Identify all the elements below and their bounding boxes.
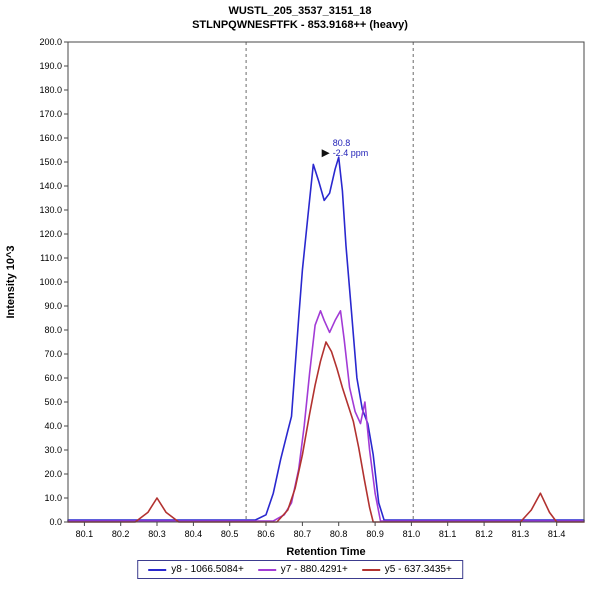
y-tick-label: 140.0 xyxy=(39,181,62,191)
y-tick-label: 190.0 xyxy=(39,61,62,71)
peak-pointer-icon xyxy=(321,149,330,158)
x-axis-label: Retention Time xyxy=(286,546,365,558)
y-tick-label: 10.0 xyxy=(44,493,62,503)
y-axis-label: Intensity 10^3 xyxy=(5,245,17,318)
chart-subtitle: STLNPQWNESFTFK - 853.9168++ (heavy) xyxy=(192,19,408,31)
peak-rt-annotation: 80.8 xyxy=(333,138,351,148)
y-tick-label: 50.0 xyxy=(44,397,62,407)
x-tick-label: 81.3 xyxy=(512,529,530,539)
legend-label: y5 - 637.3435+ xyxy=(384,564,452,575)
legend-item-1: y7 - 880.4291+ xyxy=(257,564,348,575)
y-tick-label: 130.0 xyxy=(39,205,62,215)
x-tick-label: 80.4 xyxy=(185,529,203,539)
y-tick-label: 170.0 xyxy=(39,109,62,119)
y-tick-label: 20.0 xyxy=(44,469,62,479)
y-tick-label: 200.0 xyxy=(39,37,62,47)
y-tick-label: 90.0 xyxy=(44,301,62,311)
chromatogram-plot[interactable]: 0.0 10.0 20.0 30.0 40.0 50.0 60.0 70.0 80.0 90.0 1… xyxy=(0,0,600,558)
legend-line-icon xyxy=(257,568,276,571)
plot-border xyxy=(67,41,585,523)
x-tick-label: 80.7 xyxy=(294,529,312,539)
y-tick-label: 60.0 xyxy=(44,373,62,383)
x-tick-label: 81.0 xyxy=(403,529,421,539)
y-tick-label: 180.0 xyxy=(39,85,62,95)
x-tick-label: 80.2 xyxy=(112,529,130,539)
y-tick-label: 0.0 xyxy=(49,517,62,527)
legend: y8 - 1066.5084+ y7 - 880.4291+ y5 - 637.34… xyxy=(137,560,463,579)
y-tick-label: 150.0 xyxy=(39,157,62,167)
y-tick-label: 30.0 xyxy=(44,445,62,455)
x-tick-label: 81.4 xyxy=(548,529,566,539)
x-tick-label: 80.6 xyxy=(257,529,275,539)
y-tick-label: 100.0 xyxy=(39,277,62,287)
series-line-2 xyxy=(67,341,585,523)
x-tick-label: 80.1 xyxy=(76,529,94,539)
y-tick-label: 110.0 xyxy=(40,253,62,263)
x-tick-label: 81.2 xyxy=(475,529,493,539)
y-tick-label: 40.0 xyxy=(44,421,62,431)
x-tick-label: 80.5 xyxy=(221,529,239,539)
legend-line-icon xyxy=(148,568,167,571)
x-tick-label: 81.1 xyxy=(439,529,457,539)
x-tick-label: 80.8 xyxy=(330,529,348,539)
legend-label: y8 - 1066.5084+ xyxy=(171,564,244,575)
legend-label: y7 - 880.4291+ xyxy=(280,564,348,575)
legend-item-0: y8 - 1066.5084+ xyxy=(148,564,244,575)
peak-ppm-annotation: -2.4 ppm xyxy=(333,148,369,158)
chart-title: WUSTL_205_3537_3151_18 xyxy=(228,5,372,17)
legend-item-2: y5 - 637.3435+ xyxy=(361,564,452,575)
series-line-0 xyxy=(67,156,585,521)
y-tick-label: 160.0 xyxy=(39,133,62,143)
y-tick-label: 120.0 xyxy=(39,229,62,239)
y-tick-label: 80.0 xyxy=(44,325,62,335)
y-tick-label: 70.0 xyxy=(44,349,62,359)
x-tick-label: 80.3 xyxy=(148,529,166,539)
x-tick-label: 80.9 xyxy=(366,529,384,539)
legend-line-icon xyxy=(361,568,380,571)
